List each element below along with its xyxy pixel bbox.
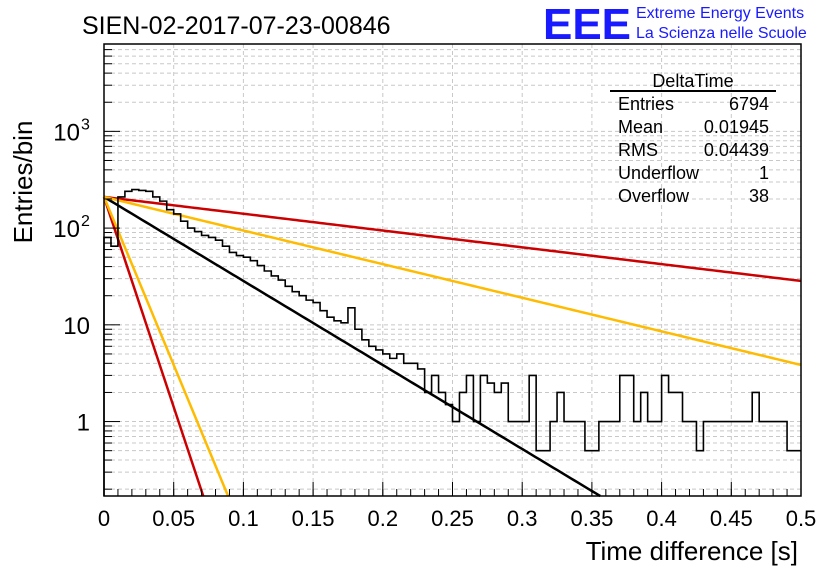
x-tick-label: 0.3 bbox=[507, 506, 538, 531]
stats-label: Underflow bbox=[618, 163, 700, 183]
eee-logo-icon: EEE bbox=[543, 0, 631, 49]
fit-curve bbox=[102, 196, 205, 497]
stats-value: 1 bbox=[759, 163, 769, 183]
stats-label: Overflow bbox=[618, 186, 690, 206]
x-tick-label: 0 bbox=[98, 506, 110, 531]
x-tick-label: 0.5 bbox=[786, 506, 817, 531]
stats-value: 38 bbox=[749, 186, 769, 206]
x-tick-label: 0.1 bbox=[228, 506, 259, 531]
stats-title: DeltaTime bbox=[652, 71, 733, 91]
y-tick-label: 10 bbox=[53, 216, 80, 243]
x-axis-ticks: 0 0.05 0.1 0.15 0.2 0.25 0.3 0.35 0.4 0.45 0.5 bbox=[98, 482, 816, 531]
x-tick-label: 0.4 bbox=[646, 506, 677, 531]
logo-line-1: Extreme Energy Events bbox=[636, 5, 804, 22]
fit-curve bbox=[103, 195, 601, 498]
stats-label: Entries bbox=[618, 94, 674, 114]
stats-box: DeltaTime Entries 6794 Mean 0.01945 RMS 0.044… bbox=[610, 71, 776, 206]
x-tick-label: 0.05 bbox=[152, 506, 195, 531]
x-axis-label: Time difference [s] bbox=[586, 536, 798, 566]
x-tick-label: 0.45 bbox=[710, 506, 753, 531]
stats-value: 0.04439 bbox=[704, 140, 769, 160]
fit-curve bbox=[102, 196, 230, 497]
fit-curve bbox=[103, 195, 802, 367]
x-tick-label: 0.2 bbox=[368, 506, 399, 531]
stats-value: 0.01945 bbox=[704, 117, 769, 137]
histogram-step bbox=[103, 188, 801, 496]
y-tick-exponent: 2 bbox=[81, 213, 90, 230]
stats-value: 6794 bbox=[729, 94, 769, 114]
stats-label: RMS bbox=[618, 140, 658, 160]
y-tick-label: 10 bbox=[63, 313, 90, 340]
logo-line-2: La Scienza nelle Scuole bbox=[636, 25, 807, 42]
fit-curve bbox=[103, 195, 802, 283]
fit-curves bbox=[102, 195, 802, 498]
x-tick-label: 0.35 bbox=[570, 506, 613, 531]
x-tick-label: 0.15 bbox=[292, 506, 335, 531]
x-tick-label: 0.25 bbox=[431, 506, 474, 531]
y-tick-label: 1 bbox=[77, 410, 90, 437]
y-tick-label: 10 bbox=[53, 119, 80, 146]
y-tick-exponent: 3 bbox=[81, 116, 90, 133]
stats-label: Mean bbox=[618, 117, 663, 137]
run-title: SIEN-02-2017-07-23-00846 bbox=[82, 12, 391, 40]
y-axis-label: Entries/bin bbox=[8, 121, 38, 244]
histogram bbox=[103, 188, 801, 496]
